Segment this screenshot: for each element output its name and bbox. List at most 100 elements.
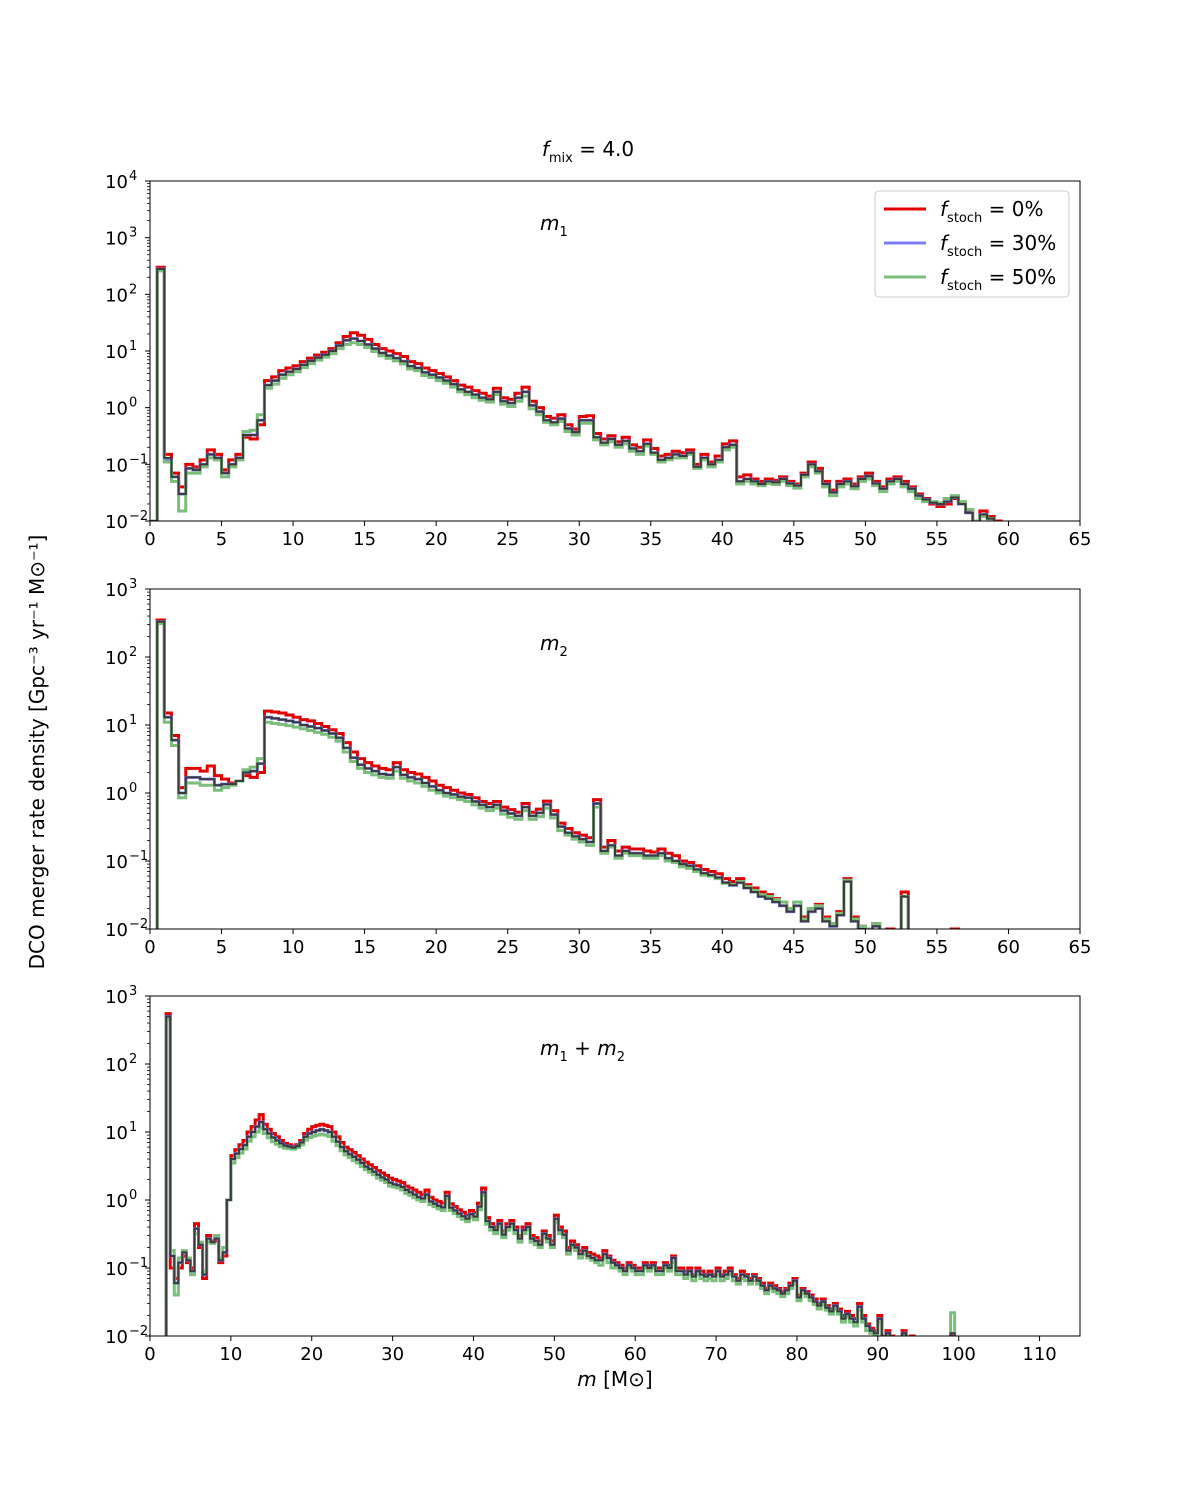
figure-title: fmix = 4.0 (542, 137, 634, 166)
x-tick-label: 100 (942, 1344, 976, 1365)
y-tick-label: 10 (105, 1123, 128, 1144)
x-tick-label: 50 (543, 1344, 566, 1365)
x-tick-label: 60 (997, 529, 1020, 550)
y-tick-label: 10 (105, 1191, 128, 1212)
x-tick-label: 30 (568, 529, 591, 550)
x-tick-label: 40 (462, 1344, 485, 1365)
x-tick-label: 80 (786, 1344, 809, 1365)
y-tick-label: 10 (105, 1259, 128, 1280)
legend: fstoch = 0% fstoch = 30% fstoch = 50% (874, 190, 1070, 298)
axes-frame (149, 995, 1081, 1337)
series-line-overlay (165, 1015, 956, 1336)
panel-m1 (150, 265, 1003, 521)
y-tick-label: 10 (105, 580, 128, 601)
series-line-2 (150, 269, 996, 521)
panel-m1-plus-m2 (164, 1012, 957, 1336)
x-tick-label: 0 (144, 1344, 155, 1365)
y-tick-exponent: −1 (129, 849, 148, 864)
y-tick-exponent: 1 (129, 339, 137, 354)
x-tick-label: 45 (782, 937, 805, 958)
x-tick-label: 30 (568, 937, 591, 958)
x-tick-label: 10 (282, 937, 305, 958)
x-tick-label: 0 (144, 529, 155, 550)
y-tick-label: 10 (105, 920, 128, 941)
x-tick-label: 65 (1069, 529, 1092, 550)
panel-m2 (155, 618, 960, 929)
x-tick-label: 50 (854, 937, 877, 958)
x-tick-label: 0 (144, 937, 155, 958)
y-tick-label: 10 (105, 1327, 128, 1348)
y-tick-exponent: 2 (129, 282, 137, 297)
x-tick-label: 20 (300, 1344, 323, 1365)
x-tick-label: 60 (997, 937, 1020, 958)
x-tick-label: 10 (282, 529, 305, 550)
legend-label-1: fstoch = 30% (940, 231, 1056, 260)
y-tick-exponent: −1 (129, 1256, 148, 1271)
series-line-overlay (156, 620, 910, 929)
y-tick-exponent: 3 (129, 577, 137, 592)
x-tick-label: 15 (353, 529, 376, 550)
x-tick-label: 35 (639, 529, 662, 550)
x-tick-label: 45 (782, 529, 805, 550)
y-tick-label: 10 (105, 852, 128, 873)
y-tick-exponent: 0 (129, 396, 137, 411)
y-tick-exponent: −2 (129, 509, 148, 524)
y-tick-label: 10 (105, 512, 128, 533)
x-tick-label: 15 (353, 937, 376, 958)
x-tick-label: 55 (925, 937, 948, 958)
y-axis-label: DCO merger rate density [Gpc⁻³ yr⁻¹ M⊙⁻¹… (25, 535, 49, 970)
legend-label-2: fstoch = 50% (940, 265, 1056, 294)
legend-label-0: fstoch = 0% (940, 197, 1043, 226)
x-tick-label: 35 (639, 937, 662, 958)
y-tick-label: 10 (105, 455, 128, 476)
y-tick-label: 10 (105, 784, 128, 805)
x-tick-label: 70 (705, 1344, 728, 1365)
x-tick-label: 40 (711, 529, 734, 550)
y-tick-label: 10 (105, 285, 128, 306)
x-tick-label: 20 (425, 937, 448, 958)
x-tick-label: 50 (854, 529, 877, 550)
x-tick-label: 90 (866, 1344, 889, 1365)
panel-annotation-m2: m2 (540, 631, 568, 660)
axes-frame (149, 588, 1081, 930)
x-tick-label: 55 (925, 529, 948, 550)
y-tick-exponent: 3 (129, 984, 137, 999)
y-tick-label: 10 (105, 648, 128, 669)
y-tick-exponent: −1 (129, 452, 148, 467)
y-tick-exponent: 4 (129, 169, 137, 184)
y-tick-label: 10 (105, 987, 128, 1008)
series-line-2 (164, 1018, 957, 1336)
y-tick-exponent: 1 (129, 1120, 137, 1135)
y-tick-label: 10 (105, 399, 128, 420)
y-tick-exponent: 0 (129, 781, 137, 796)
x-tick-label: 30 (381, 1344, 404, 1365)
x-tick-label: 60 (624, 1344, 647, 1365)
y-tick-exponent: 1 (129, 713, 137, 728)
x-tick-label: 65 (1069, 937, 1092, 958)
x-axis-label: m [M⊙] (577, 1367, 652, 1391)
x-tick-label: 20 (425, 529, 448, 550)
series-line-1 (164, 1014, 957, 1336)
y-tick-exponent: 0 (129, 1188, 137, 1203)
x-tick-label: 5 (216, 937, 227, 958)
y-tick-label: 10 (105, 172, 128, 193)
x-tick-label: 25 (496, 937, 519, 958)
y-tick-exponent: −2 (129, 1324, 148, 1339)
x-tick-label: 110 (1022, 1344, 1056, 1365)
y-tick-exponent: 2 (129, 1052, 137, 1067)
x-tick-label: 25 (496, 529, 519, 550)
panel-annotation-m1-plus-m2: m1 + m2 (540, 1036, 625, 1065)
y-tick-label: 10 (105, 716, 128, 737)
y-tick-label: 10 (105, 229, 128, 250)
x-tick-label: 40 (711, 937, 734, 958)
legend-frame (874, 190, 1070, 298)
y-tick-exponent: −2 (129, 917, 148, 932)
y-tick-label: 10 (105, 342, 128, 363)
x-tick-label: 10 (219, 1344, 242, 1365)
y-tick-exponent: 3 (129, 226, 137, 241)
panel-annotation-m1: m1 (540, 211, 568, 240)
y-tick-label: 10 (105, 1055, 128, 1076)
y-tick-exponent: 2 (129, 645, 137, 660)
